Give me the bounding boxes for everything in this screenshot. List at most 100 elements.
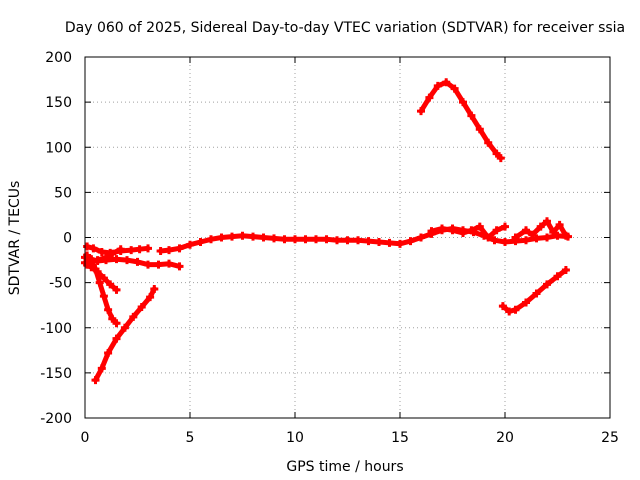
data-point <box>417 107 425 116</box>
data-point <box>448 226 457 235</box>
data-point <box>99 292 108 301</box>
data-series <box>81 78 572 385</box>
data-point <box>280 235 289 244</box>
data-point <box>364 237 373 246</box>
data-point <box>553 231 562 240</box>
data-point <box>396 239 404 248</box>
data-point <box>543 233 551 242</box>
chart-title: Day 060 of 2025, Sidereal Day-to-day VTE… <box>65 20 625 36</box>
y-tick-labels: -200 -150 -100 -50 0 50 100 150 200 <box>40 50 72 427</box>
data-point <box>116 247 125 256</box>
data-point <box>87 255 96 264</box>
data-point <box>217 233 226 242</box>
data-point <box>490 236 499 245</box>
data-point <box>228 232 236 241</box>
data-point <box>270 234 278 243</box>
data-point <box>137 302 146 311</box>
data-point <box>123 256 131 265</box>
data-point <box>249 232 257 241</box>
data-point <box>375 238 383 247</box>
data-point <box>553 272 562 281</box>
data-point <box>532 234 541 243</box>
data-point <box>322 235 331 244</box>
data-point <box>196 238 205 247</box>
data-point <box>144 244 152 253</box>
data-point <box>154 260 163 269</box>
data-point <box>207 235 215 244</box>
data-point <box>97 247 106 256</box>
data-point <box>144 260 152 269</box>
data-point <box>438 224 446 233</box>
data-point <box>555 220 564 229</box>
data-point <box>133 257 142 266</box>
y-axis-label: SDTVAR / TECUs <box>7 181 23 296</box>
y-tick-label: -50 <box>49 276 72 292</box>
data-point <box>102 256 110 265</box>
series-11 <box>511 217 570 242</box>
data-point <box>343 236 352 245</box>
x-tick-label: 0 <box>81 430 90 446</box>
data-point <box>333 236 341 245</box>
data-point <box>108 314 117 323</box>
data-point <box>156 247 165 256</box>
series-5 <box>81 253 184 271</box>
x-tick-label: 20 <box>496 430 514 446</box>
data-point <box>112 319 121 328</box>
data-point <box>175 244 184 253</box>
data-point <box>496 154 505 163</box>
data-point <box>543 280 551 289</box>
data-point <box>511 233 520 242</box>
y-tick-label: -200 <box>40 411 72 427</box>
data-point <box>146 293 155 302</box>
data-point <box>511 305 520 314</box>
data-point <box>129 312 138 321</box>
y-tick-label: 100 <box>45 140 72 156</box>
data-point <box>106 280 115 289</box>
y-tick-label: -100 <box>40 321 72 337</box>
data-point <box>259 233 268 242</box>
series-10 <box>427 222 509 242</box>
data-point <box>475 125 484 134</box>
series-8 <box>417 78 505 163</box>
y-tick-label: 0 <box>63 231 72 247</box>
y-tick-label: 150 <box>45 95 72 111</box>
data-point <box>93 256 102 265</box>
data-point <box>175 262 184 271</box>
axis-ticks <box>84 56 611 419</box>
data-point <box>150 284 159 293</box>
data-point <box>104 349 113 358</box>
data-point <box>135 245 144 254</box>
data-point <box>112 285 121 294</box>
data-point <box>186 240 194 249</box>
data-point <box>561 265 570 274</box>
data-point <box>433 81 442 90</box>
series-9 <box>498 265 570 316</box>
data-point <box>532 289 541 298</box>
data-point <box>459 228 467 237</box>
data-point <box>543 217 551 226</box>
data-point <box>106 248 115 257</box>
data-point <box>536 222 545 231</box>
data-point <box>492 149 501 158</box>
x-tick-label: 25 <box>601 430 619 446</box>
data-point <box>498 302 507 311</box>
y-tick-label: 50 <box>54 185 72 201</box>
data-point <box>99 274 108 283</box>
series-line <box>158 226 571 254</box>
data-point <box>467 111 476 120</box>
data-point <box>112 255 121 264</box>
data-point <box>127 246 136 255</box>
data-point <box>492 226 501 235</box>
data-point <box>354 236 362 245</box>
data-point <box>522 236 530 245</box>
data-point <box>406 237 415 246</box>
y-tick-label: 200 <box>45 50 72 66</box>
data-point <box>91 376 100 385</box>
data-point <box>561 231 570 240</box>
data-point <box>120 323 129 332</box>
data-point <box>505 307 514 316</box>
series-2 <box>91 284 159 385</box>
data-point <box>522 298 530 307</box>
data-point <box>89 244 98 253</box>
